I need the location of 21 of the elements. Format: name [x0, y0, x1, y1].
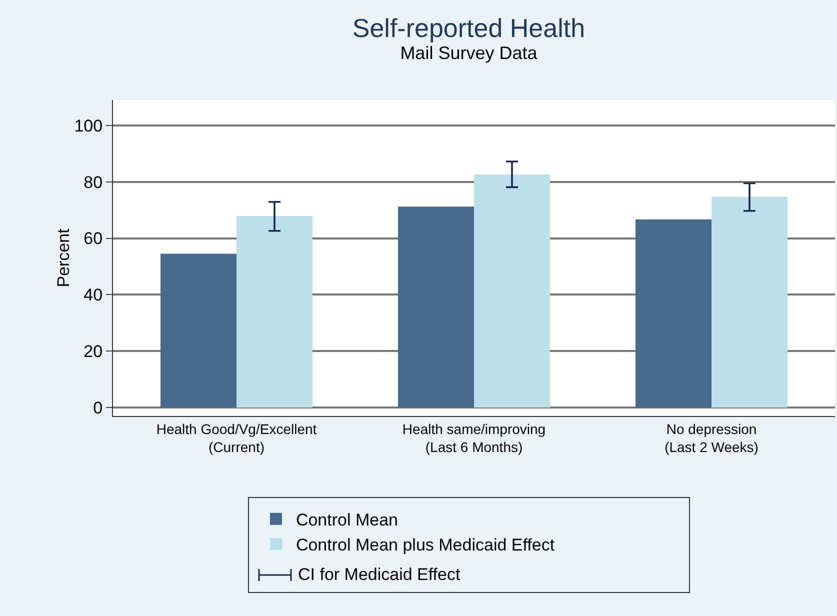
- y-tick-label: 100: [74, 116, 103, 136]
- y-tick-label: 20: [84, 342, 103, 362]
- y-axis-title: Percent: [54, 228, 73, 288]
- y-tick-label: 40: [84, 286, 103, 305]
- y-tick-label: 60: [84, 229, 103, 248]
- legend-label: Control Mean: [296, 510, 398, 530]
- chart-title: Self-reported Health: [352, 12, 586, 43]
- x-tick-label: Health same/improving (Last 6 Months): [402, 420, 546, 455]
- bar: [636, 219, 712, 408]
- chart-subtitle: Mail Survey Data: [400, 43, 538, 64]
- y-tick-label: 80: [84, 172, 103, 192]
- legend-label: Control Mean plus Medicaid Effect: [296, 536, 555, 555]
- x-tick-label: No depression (Last 2 Weeks): [664, 420, 758, 455]
- bar: [160, 254, 236, 408]
- bar: [398, 206, 474, 408]
- bar: [236, 216, 312, 408]
- y-tick-label: 0: [93, 398, 103, 418]
- x-tick-label: Health Good/Vg/Excellent (Current): [156, 420, 317, 455]
- bar: [474, 174, 550, 408]
- text: CI for Medicaid Effect: [298, 565, 460, 584]
- bar: [712, 196, 788, 408]
